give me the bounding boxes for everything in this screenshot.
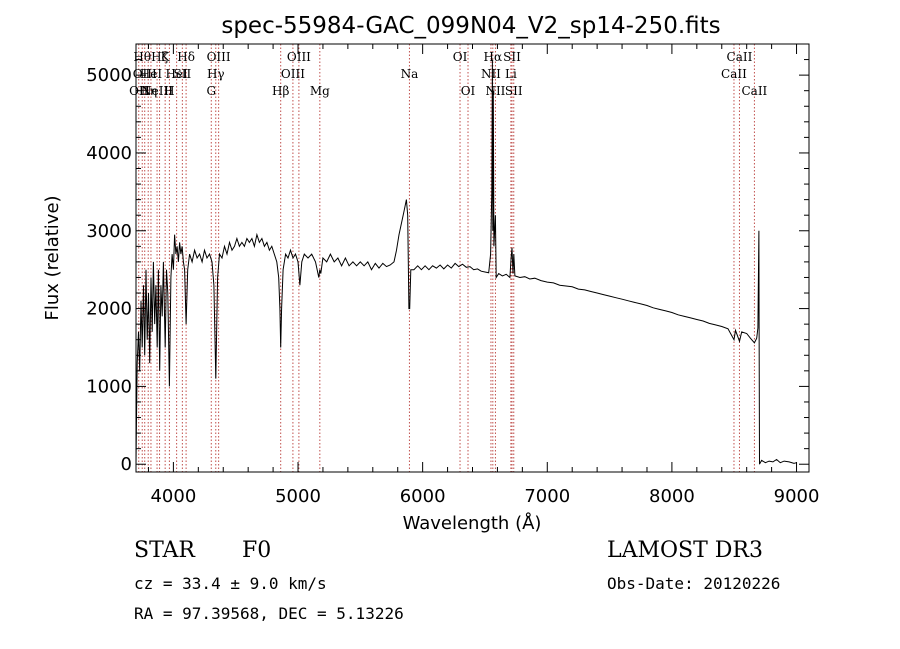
line-label: NeIII: [141, 84, 173, 98]
chart-title: spec-55984-GAC_099N04_V2_sp14-250.fits: [221, 13, 720, 39]
line-label: Hδ: [177, 50, 195, 64]
line-label: Hη: [139, 84, 157, 98]
emission-line-labels: OIIHθOIIIHηHeINeIIIHζKHHeISIIHδGHγOIIIHβ…: [129, 50, 767, 98]
x-tick-label: 8000: [649, 486, 695, 507]
line-label: SII: [505, 84, 523, 98]
line-label: Hγ: [207, 67, 225, 81]
line-label: HeI: [140, 67, 163, 81]
line-label: G: [206, 84, 216, 98]
line-label: OIII: [133, 67, 157, 81]
x-tick-label: 4000: [150, 486, 196, 507]
y-tick-label: 0: [121, 454, 132, 475]
line-label: NII: [481, 67, 501, 81]
line-label: H: [164, 84, 174, 98]
y-tick-label: 4000: [86, 143, 132, 164]
line-label: CaII: [727, 50, 753, 64]
line-label: Hα: [484, 50, 503, 64]
y-tick-label: 1000: [86, 376, 132, 397]
redshift-cz: cz = 33.4 ± 9.0 km/s: [134, 574, 327, 593]
ra-dec-coordinates: RA = 97.39568, DEC = 5.13226: [134, 604, 404, 623]
observation-date: Obs-Date: 20120226: [607, 574, 781, 593]
x-tick-label: 6000: [400, 486, 446, 507]
y-axis: 0 1000 2000 3000 4000 5000: [86, 59, 809, 475]
line-label: OIII: [207, 50, 231, 64]
emission-line-markers: [138, 44, 755, 472]
y-tick-label: 3000: [86, 221, 132, 242]
line-label: Li: [505, 67, 517, 81]
line-label: SII: [174, 67, 192, 81]
survey-name: LAMOST DR3: [607, 538, 763, 563]
line-label: NII: [485, 84, 505, 98]
line-label: OI: [461, 84, 476, 98]
x-tick-label: 9000: [774, 486, 820, 507]
y-axis-label: Flux (relative): [42, 195, 63, 320]
x-tick-label: 7000: [524, 486, 570, 507]
object-subclass: F0: [242, 538, 272, 563]
line-label: Na: [401, 67, 419, 81]
line-label: HeI: [165, 67, 188, 81]
line-label: SII: [503, 50, 521, 64]
line-label: Hβ: [272, 84, 289, 98]
y-tick-label: 2000: [86, 299, 132, 320]
line-label: OI: [453, 50, 468, 64]
x-axis: 4000 5000 6000 7000 8000 9000: [147, 44, 820, 507]
line-label: Mg: [310, 84, 330, 98]
plot-frame: [135, 43, 810, 473]
line-label: OIII: [281, 67, 305, 81]
x-axis-label: Wavelength (Å): [403, 512, 542, 534]
line-label: CaII: [721, 67, 747, 81]
line-label: OIII: [287, 50, 311, 64]
line-label: Hθ: [133, 50, 151, 64]
line-label: Hζ: [151, 50, 168, 64]
object-class: STAR: [134, 538, 195, 563]
y-tick-label: 5000: [86, 65, 132, 86]
line-label: CaII: [741, 84, 767, 98]
spectrum-trace: [135, 59, 797, 465]
line-label: K: [161, 50, 171, 64]
x-tick-label: 5000: [275, 486, 321, 507]
